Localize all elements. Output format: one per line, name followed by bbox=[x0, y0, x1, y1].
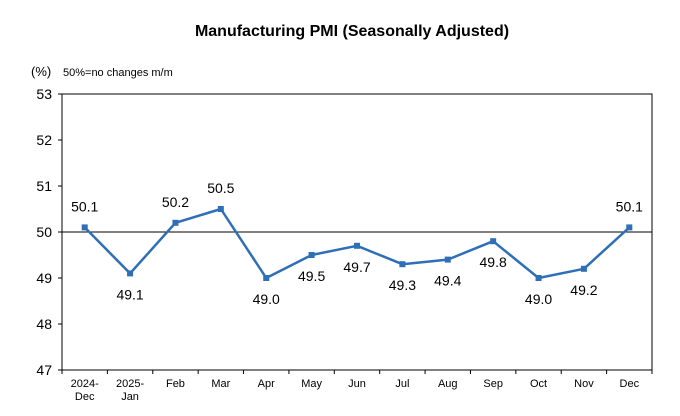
data-label-2: 50.2 bbox=[162, 194, 189, 210]
data-label-8: 49.4 bbox=[434, 273, 461, 289]
data-point-8 bbox=[444, 256, 451, 263]
data-point-0 bbox=[81, 224, 88, 231]
data-label-12: 50.1 bbox=[616, 198, 643, 214]
x-tick-label: Dec bbox=[620, 378, 640, 390]
data-point-7 bbox=[399, 261, 406, 268]
y-tick-label: 47 bbox=[36, 362, 52, 378]
x-tick-label: Jul bbox=[395, 378, 409, 390]
data-point-1 bbox=[127, 270, 134, 277]
y-tick-label: 49 bbox=[36, 270, 52, 286]
y-tick-label: 50 bbox=[36, 224, 52, 240]
x-tick-label: Mar bbox=[211, 378, 230, 390]
x-tick-label: Aug bbox=[438, 378, 458, 390]
x-tick-label: 2024- bbox=[71, 378, 99, 390]
x-tick-label: Jan bbox=[121, 391, 139, 403]
x-tick-label: Oct bbox=[530, 378, 547, 390]
y-tick-label: 48 bbox=[36, 316, 52, 332]
data-point-4 bbox=[263, 275, 270, 281]
data-label-1: 49.1 bbox=[116, 286, 143, 302]
data-label-4: 49.0 bbox=[253, 291, 280, 307]
y-tick-label: 53 bbox=[36, 86, 52, 102]
data-point-9 bbox=[490, 238, 497, 245]
data-point-12 bbox=[626, 224, 633, 231]
data-label-7: 49.3 bbox=[389, 277, 416, 293]
reference-note: 50%=no changes m/m bbox=[63, 67, 173, 79]
data-point-2 bbox=[172, 219, 179, 226]
x-tick-label: Nov bbox=[574, 378, 594, 390]
data-label-11: 49.2 bbox=[570, 282, 597, 298]
y-tick-label: 52 bbox=[36, 132, 52, 148]
chart-title: Manufacturing PMI (Seasonally Adjusted) bbox=[195, 23, 509, 40]
x-tick-label: May bbox=[301, 378, 322, 390]
data-point-10 bbox=[535, 275, 542, 281]
data-label-6: 49.7 bbox=[343, 259, 370, 275]
data-point-6 bbox=[354, 242, 360, 249]
data-label-3: 50.5 bbox=[207, 180, 234, 196]
data-point-3 bbox=[217, 206, 224, 212]
x-tick-label: Sep bbox=[483, 378, 503, 390]
x-tick-label: Apr bbox=[258, 378, 275, 390]
data-label-5: 49.5 bbox=[298, 268, 325, 284]
data-label-9: 49.8 bbox=[480, 254, 507, 270]
data-point-11 bbox=[580, 265, 587, 272]
x-tick-label: Dec bbox=[75, 391, 95, 403]
x-tick-label: Feb bbox=[166, 378, 185, 390]
data-label-10: 49.0 bbox=[525, 291, 552, 307]
unit-label: (%) bbox=[31, 64, 51, 79]
data-point-5 bbox=[308, 252, 315, 258]
x-tick-label: 2025- bbox=[116, 378, 144, 390]
data-label-0: 50.1 bbox=[71, 198, 98, 214]
y-tick-label: 51 bbox=[36, 178, 52, 194]
x-tick-label: Jun bbox=[348, 378, 366, 390]
